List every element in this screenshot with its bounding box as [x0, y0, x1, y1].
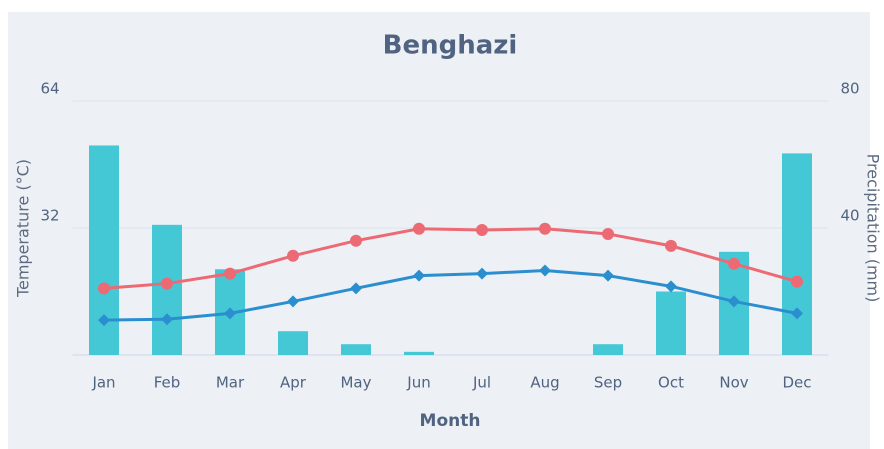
x-tick-label: Nov: [719, 374, 748, 392]
x-tick-label: May: [340, 374, 371, 392]
x-axis-title: Month: [420, 411, 481, 431]
point: [539, 264, 551, 277]
point: [287, 295, 299, 308]
bar: [404, 351, 434, 355]
point: [224, 307, 236, 320]
point: [161, 277, 173, 290]
point: [413, 269, 425, 282]
point: [539, 222, 551, 235]
point: [161, 313, 173, 326]
x-tick-label: Sep: [594, 374, 622, 392]
point: [665, 239, 677, 252]
y2-tick-label: 80: [840, 80, 859, 98]
point: [791, 275, 803, 288]
point: [413, 222, 425, 235]
y2-axis-title: Precipitation (mm): [864, 154, 883, 303]
y-tick-label: 32: [40, 207, 59, 225]
point: [476, 223, 488, 236]
y2-tick-label: 40: [840, 207, 859, 225]
point: [98, 282, 110, 295]
x-tick-label: Dec: [782, 374, 811, 392]
point: [602, 269, 614, 282]
point: [791, 307, 803, 320]
y-axis-title: Temperature (°C): [14, 159, 33, 298]
point: [287, 249, 299, 262]
point: [476, 267, 488, 280]
x-tick-label: Apr: [280, 374, 307, 392]
point: [224, 267, 236, 280]
bar: [152, 224, 182, 355]
chart-title: Benghazi: [383, 31, 518, 61]
bar: [656, 291, 686, 355]
point: [665, 280, 677, 293]
line: [103, 227, 798, 290]
x-tick-label: Jan: [91, 374, 115, 392]
bar: [278, 331, 308, 355]
x-tick-label: Jul: [472, 374, 491, 392]
x-tick-label: Mar: [216, 374, 245, 392]
point: [602, 227, 614, 240]
point: [98, 314, 110, 327]
x-tick-label: Feb: [154, 374, 181, 392]
x-tick-label: Oct: [658, 374, 684, 392]
x-tick-label: Jun: [406, 374, 430, 392]
bar: [341, 344, 371, 355]
x-tick-label: Aug: [530, 374, 559, 392]
point: [728, 257, 740, 270]
point: [350, 234, 362, 247]
line: [103, 268, 798, 322]
point: [350, 282, 362, 295]
point: [728, 295, 740, 308]
bar: [782, 153, 812, 355]
y-tick-label: 64: [40, 80, 59, 98]
bar: [593, 344, 623, 355]
